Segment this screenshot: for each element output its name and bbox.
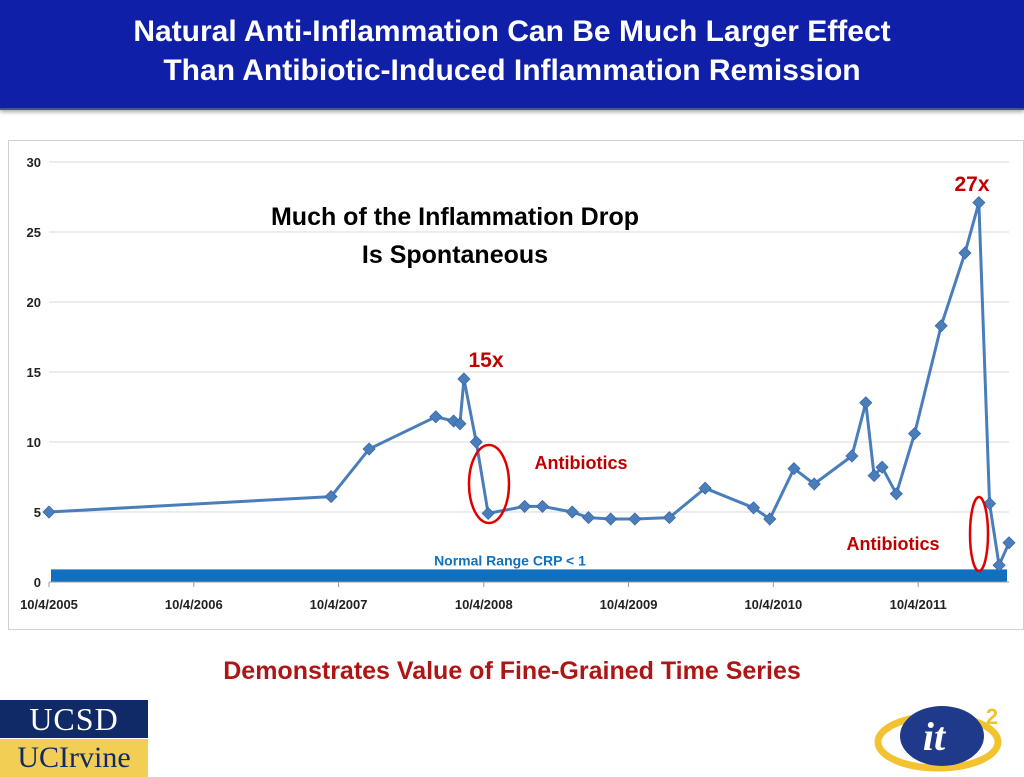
- data-point-marker: [324, 490, 338, 504]
- data-point-marker: [958, 246, 972, 260]
- data-point-marker: [457, 372, 471, 386]
- data-point-marker: [535, 499, 550, 513]
- chart-frame: Normal Range CRP < 1 0 5 10 15 20 25 30 10/4/20…: [8, 140, 1024, 630]
- data-point-marker: [481, 506, 495, 520]
- data-point-marker: [787, 462, 801, 476]
- y-tick-label: 10: [27, 435, 41, 450]
- data-point-marker: [763, 512, 777, 526]
- data-point-marker: [698, 481, 712, 495]
- data-point-marker: [42, 505, 56, 519]
- title-bar: Natural Anti-Inflammation Can Be Much La…: [0, 0, 1024, 110]
- antibiotics-circle-2012: [968, 495, 990, 573]
- slide-title: Natural Anti-Inflammation Can Be Much La…: [0, 12, 1024, 90]
- x-tick-label: 10/4/2008: [455, 597, 513, 612]
- y-tick-label: 5: [34, 505, 41, 520]
- data-point-marker: [859, 396, 873, 410]
- antibiotics-circle-2008: [467, 443, 511, 525]
- data-point-marker: [469, 435, 483, 449]
- antibiotics-label-2012: Antibiotics: [847, 534, 940, 554]
- normal-range-layer: Normal Range CRP < 1: [51, 552, 1007, 582]
- uci-logo: UCIrvine: [0, 739, 148, 777]
- data-point-marker: [453, 417, 467, 431]
- data-point-marker: [581, 511, 596, 525]
- data-point-marker: [889, 487, 903, 501]
- ucsd-logo: UCSD: [0, 700, 148, 738]
- axes: 0 5 10 15 20 25 30 10/4/2005 10/4/2006 10/4/2007 1…: [20, 155, 1009, 612]
- slide-title-line-1: Natural Anti-Inflammation Can Be Much La…: [133, 15, 891, 48]
- data-point-marker: [992, 558, 1006, 572]
- peak-27x-label: 27x: [954, 173, 989, 196]
- calit2-logo-badge: [900, 706, 984, 766]
- data-point-marker: [875, 460, 889, 474]
- x-tick-label: 10/4/2009: [600, 597, 658, 612]
- data-point-marker: [972, 196, 986, 210]
- annotation-layer: Much of the Inflammation Drop Is Spontan…: [271, 173, 990, 573]
- data-point-marker: [662, 511, 676, 525]
- y-tick-label: 30: [27, 155, 41, 170]
- crp-line-chart: Normal Range CRP < 1 0 5 10 15 20 25 30 10/4/20…: [20, 155, 1016, 612]
- data-point-marker: [867, 469, 881, 483]
- x-tick-label: 10/4/2011: [890, 597, 947, 612]
- slide-title-line-2: Than Antibiotic-Induced Inflammation Rem…: [163, 54, 861, 87]
- data-point-marker: [518, 499, 532, 513]
- data-point-marker: [982, 497, 997, 511]
- calit2-logo-superscript: 2: [986, 704, 998, 729]
- x-tick-label: 10/4/2007: [310, 597, 368, 612]
- data-point-marker: [604, 512, 618, 526]
- peak-15x-label: 15x: [468, 349, 503, 372]
- data-point-marker: [845, 449, 859, 463]
- x-tick-label: 10/4/2010: [744, 597, 802, 612]
- x-tick-label: 10/4/2006: [165, 597, 223, 612]
- y-tick-label: 0: [34, 575, 41, 590]
- y-tick-label: 20: [27, 295, 41, 310]
- x-tick-label: 10/4/2005: [20, 597, 78, 612]
- normal-range-band: [51, 569, 1007, 582]
- data-point-marker: [934, 319, 948, 333]
- series-layer: [42, 196, 1016, 572]
- data-point-marker: [362, 442, 376, 456]
- data-point-marker: [807, 477, 821, 491]
- normal-range-label: Normal Range CRP < 1: [434, 552, 586, 568]
- data-point-marker: [429, 410, 443, 424]
- y-tick-label: 25: [27, 225, 41, 240]
- y-tick-label: 15: [27, 365, 41, 380]
- antibiotics-label-2008: Antibiotics: [535, 453, 628, 473]
- calit2-logo-text: it: [923, 714, 947, 759]
- data-point-marker: [1002, 536, 1016, 550]
- footer-caption: Demonstrates Value of Fine-Grained Time …: [223, 657, 801, 685]
- data-point-marker: [746, 501, 761, 515]
- data-point-marker: [628, 512, 642, 526]
- headline-annotation-line-2: Is Spontaneous: [362, 241, 548, 269]
- gridlines: [49, 161, 1009, 583]
- headline-annotation-line-1: Much of the Inflammation Drop: [271, 203, 639, 231]
- data-point-marker: [565, 505, 579, 519]
- data-point-marker: [908, 427, 922, 441]
- calit2-logo: it 2: [874, 704, 1002, 772]
